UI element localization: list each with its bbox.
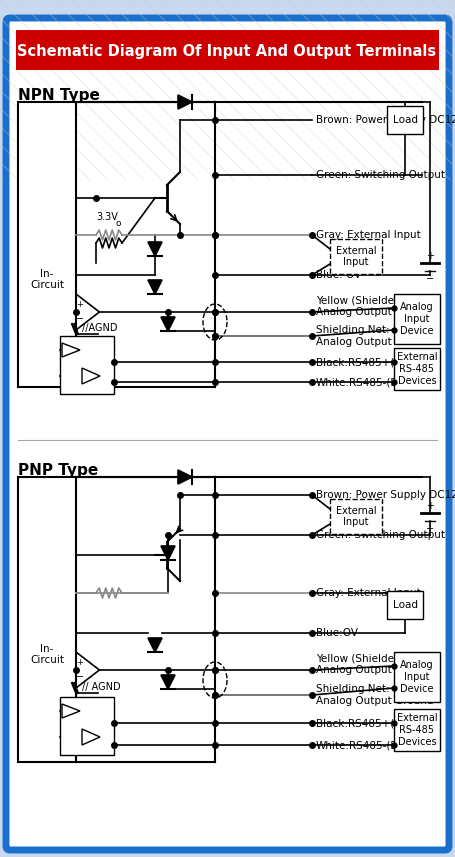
Text: −: − xyxy=(426,524,434,534)
Polygon shape xyxy=(148,638,162,652)
Bar xyxy=(387,591,423,619)
Text: External
RS-485
Devices: External RS-485 Devices xyxy=(397,713,437,746)
Text: Analog
Input
Device: Analog Input Device xyxy=(400,661,434,693)
Text: +: + xyxy=(426,501,434,511)
Bar xyxy=(60,697,114,755)
Text: //AGND: //AGND xyxy=(82,323,117,333)
Text: +: + xyxy=(76,300,83,309)
Bar xyxy=(60,336,114,394)
Bar xyxy=(394,652,440,702)
Text: Gray: External Input: Gray: External Input xyxy=(316,230,421,240)
Text: Blue: OV: Blue: OV xyxy=(316,270,361,280)
Text: Black:RS485+(A): Black:RS485+(A) xyxy=(316,357,405,367)
Text: // AGND: // AGND xyxy=(82,682,121,692)
Polygon shape xyxy=(178,470,192,484)
Text: Brown: Power Supply DC12~24V: Brown: Power Supply DC12~24V xyxy=(316,490,455,500)
Text: White:RS485-(B): White:RS485-(B) xyxy=(316,740,403,750)
Bar xyxy=(394,294,440,344)
Text: Yellow (Shielded Wire):
Analog Output: Yellow (Shielded Wire): Analog Output xyxy=(316,295,435,317)
Text: Analog
Input
Device: Analog Input Device xyxy=(400,303,434,336)
Text: External
RS-485
Devices: External RS-485 Devices xyxy=(397,352,437,386)
Bar xyxy=(330,499,382,534)
Text: o: o xyxy=(116,219,121,228)
Polygon shape xyxy=(161,675,175,689)
Polygon shape xyxy=(161,546,175,560)
Bar xyxy=(394,348,440,390)
Text: 3.3V: 3.3V xyxy=(96,212,118,222)
FancyBboxPatch shape xyxy=(16,30,439,70)
Text: Load: Load xyxy=(393,115,418,125)
FancyBboxPatch shape xyxy=(6,18,449,850)
Text: −: − xyxy=(426,274,434,284)
Text: External
Input: External Input xyxy=(336,506,376,527)
Text: Green: Switching Output: Green: Switching Output xyxy=(316,170,445,180)
Bar xyxy=(387,106,423,134)
Polygon shape xyxy=(161,317,175,331)
Text: Black:RS485+(A): Black:RS485+(A) xyxy=(316,718,405,728)
Text: +: + xyxy=(426,251,434,261)
Text: In-
Circuit: In- Circuit xyxy=(30,269,64,291)
Text: Gray: External Input: Gray: External Input xyxy=(316,588,421,598)
Text: Shielding Net:
Analog Output Ground: Shielding Net: Analog Output Ground xyxy=(316,325,434,347)
Text: +: + xyxy=(76,658,83,668)
Text: Shielding Net:
Analog Output Ground: Shielding Net: Analog Output Ground xyxy=(316,684,434,706)
Text: Load: Load xyxy=(393,600,418,610)
Bar xyxy=(394,709,440,751)
Bar xyxy=(18,102,76,387)
Text: PNP Type: PNP Type xyxy=(18,463,98,478)
Bar xyxy=(330,239,382,274)
Text: In-
Circuit: In- Circuit xyxy=(30,644,64,665)
Polygon shape xyxy=(148,242,162,256)
Text: Yellow (Shielded Wire):
Analog Output: Yellow (Shielded Wire): Analog Output xyxy=(316,653,435,674)
Text: Blue:OV: Blue:OV xyxy=(316,628,358,638)
Text: −: − xyxy=(76,672,84,682)
Polygon shape xyxy=(178,95,192,109)
Text: Green: Switching Output: Green: Switching Output xyxy=(316,530,445,540)
Bar xyxy=(18,477,76,762)
Text: External
Input: External Input xyxy=(336,246,376,267)
Polygon shape xyxy=(148,280,162,294)
Text: −: − xyxy=(76,315,84,324)
Text: White:RS485-(B): White:RS485-(B) xyxy=(316,377,403,387)
Text: NPN Type: NPN Type xyxy=(18,88,100,103)
Text: Schematic Diagram Of Input And Output Terminals: Schematic Diagram Of Input And Output Te… xyxy=(17,44,436,58)
Text: Brown: Power Supply DC12~24V: Brown: Power Supply DC12~24V xyxy=(316,115,455,125)
